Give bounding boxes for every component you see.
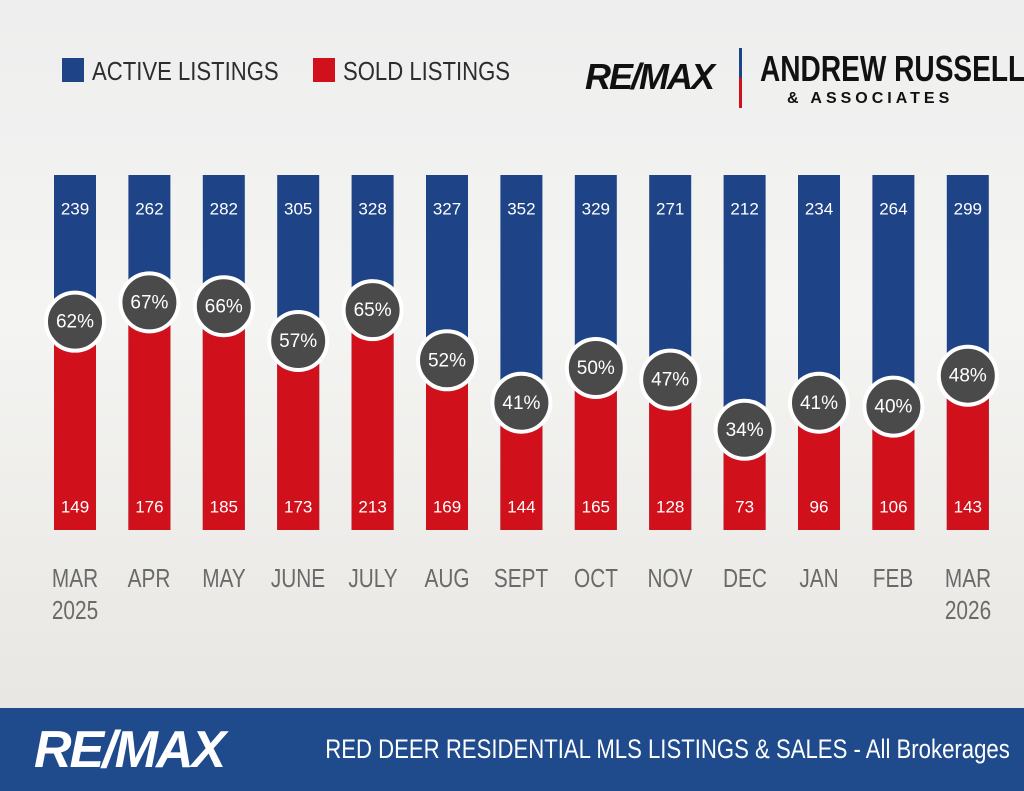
x-tick-label: OCT [573, 563, 618, 593]
sold-label: 169 [433, 497, 461, 516]
brand-logo: RE/MAX [34, 721, 226, 779]
x-tick-label: MAY [202, 563, 246, 593]
ratio-marker [416, 329, 478, 392]
legend-swatch [62, 58, 84, 82]
sold-bar [202, 306, 245, 530]
active-label: 212 [730, 199, 758, 218]
x-tick-label: FEB [873, 563, 914, 593]
ratio-marker [862, 375, 925, 438]
ratio-marker [490, 371, 553, 434]
ratio-label: 41% [502, 393, 540, 414]
sold-label: 106 [879, 497, 907, 516]
active-label: 305 [284, 199, 312, 218]
ratio-marker [936, 344, 999, 407]
sold-label: 128 [656, 497, 684, 516]
team-name: ANDREW RUSSELL [760, 48, 1024, 89]
sold-label: 176 [135, 497, 163, 516]
ratio-label: 48% [949, 366, 987, 387]
ratio-label: 50% [577, 358, 615, 379]
legend-label: ACTIVE LISTINGS [92, 56, 279, 86]
ratio-marker [713, 398, 776, 461]
active-label: 327 [433, 199, 461, 218]
ratio-label: 47% [651, 370, 689, 391]
ratio-label: 57% [279, 331, 317, 352]
ratio-label: 66% [205, 296, 243, 317]
sold-label: 165 [582, 497, 610, 516]
sold-label: 73 [735, 497, 754, 516]
x-tick-label: MAR 2025 [51, 563, 99, 625]
sold-bar [128, 302, 171, 530]
ratio-marker [118, 271, 181, 334]
active-label: 234 [805, 199, 833, 218]
sold-label: 213 [358, 497, 386, 516]
ratio-label: 40% [874, 397, 912, 418]
active-label: 352 [507, 199, 535, 218]
sold-bar [277, 340, 320, 530]
ratio-marker [44, 290, 106, 353]
chart-title: RED DEER RESIDENTIAL MLS LISTINGS & SALE… [325, 734, 1010, 764]
ratio-marker [267, 309, 330, 372]
x-tick-label: JUNE [271, 563, 326, 593]
ratio-marker [192, 275, 255, 338]
x-tick-label: SEPT [494, 563, 549, 593]
x-tick-label: JAN [799, 563, 839, 593]
ratio-label: 41% [800, 393, 838, 414]
ratio-marker [788, 371, 850, 434]
ratio-label: 62% [56, 312, 94, 333]
active-label: 328 [358, 199, 386, 218]
active-label: 239 [61, 199, 89, 218]
sold-bar [351, 310, 394, 530]
ratio-marker [564, 337, 627, 399]
legend-swatch [313, 58, 335, 82]
active-label: 271 [656, 199, 684, 218]
ratio-label: 34% [726, 420, 764, 441]
sold-label: 173 [284, 497, 312, 516]
sold-label: 185 [210, 497, 238, 516]
brand-logo: RE/MAX [585, 56, 715, 97]
sold-label: 144 [507, 497, 535, 516]
ratio-label: 67% [130, 292, 168, 313]
active-label: 299 [954, 199, 982, 218]
x-tick-label: APR [128, 563, 171, 593]
x-tick-label: JULY [347, 563, 398, 593]
ratio-marker [341, 279, 404, 342]
active-label: 262 [135, 199, 163, 218]
legend-label: SOLD LISTINGS [343, 56, 511, 86]
ratio-label: 52% [428, 350, 466, 371]
sold-label: 96 [810, 497, 829, 516]
x-tick-label: NOV [647, 563, 693, 593]
sold-label: 149 [61, 497, 89, 516]
team-sub: & ASSOCIATES [787, 90, 954, 107]
x-tick-label: MAR 2026 [944, 563, 991, 625]
footer: RE/MAX RED DEER RESIDENTIAL MLS LISTINGS… [0, 708, 1024, 791]
ratio-label: 65% [354, 300, 392, 321]
active-label: 282 [210, 199, 238, 218]
x-tick-label: AUG [424, 563, 470, 593]
active-label: 264 [879, 199, 907, 218]
divider [739, 48, 742, 108]
active-label: 329 [582, 199, 610, 218]
ratio-marker [639, 348, 702, 411]
sold-bar [54, 321, 96, 530]
x-tick-label: DEC [722, 563, 767, 593]
sold-label: 143 [954, 497, 982, 516]
